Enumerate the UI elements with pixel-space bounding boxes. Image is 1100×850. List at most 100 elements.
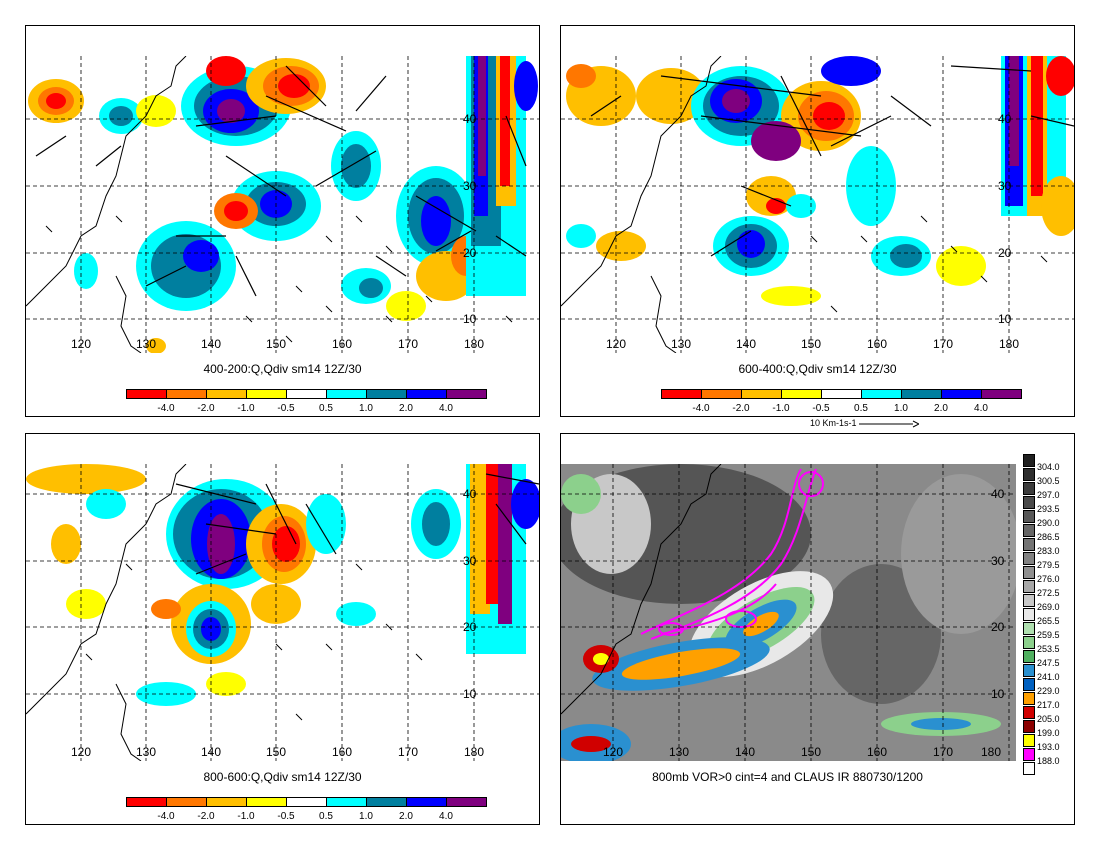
cloud-region [901, 474, 1016, 634]
colorbar-label: 4.0 [974, 403, 988, 414]
blob [422, 502, 450, 546]
ir-legend-swatch [1023, 664, 1035, 677]
blob [751, 121, 801, 161]
colorbar-swatch [206, 389, 247, 399]
colorbar-label: -2.0 [197, 811, 215, 822]
ir-legend-label: 300.5 [1037, 476, 1060, 486]
panel-caption: 600-400:Q,Qdiv sm14 12Z/30 [738, 362, 897, 376]
ir-legend-swatch [1023, 678, 1035, 691]
ir-legend-label: 199.0 [1037, 728, 1060, 738]
coastline [115, 275, 142, 353]
ir-legend-label: 217.0 [1037, 700, 1060, 710]
colorbar-swatch [781, 389, 822, 399]
ir-legend-label: 205.0 [1037, 714, 1060, 724]
ir-legend-swatch [1023, 636, 1035, 649]
lat-label-40: 40 [463, 487, 477, 501]
ir-legend-swatch [1023, 524, 1035, 537]
panel-caption: 800mb VOR>0 cint=4 and CLAUS IR 880730/1… [652, 770, 923, 784]
ir-legend-swatch [1023, 538, 1035, 551]
wind-vectors [590, 65, 1074, 257]
blob [636, 68, 706, 124]
blob [486, 464, 498, 604]
ir-legend-swatch [1023, 734, 1035, 747]
colorbar-swatch [446, 389, 487, 399]
colorbar-label: 1.0 [359, 403, 373, 414]
colorbar-swatch [981, 389, 1022, 399]
ir-legend-swatch [1023, 608, 1035, 621]
colorbar-label: -4.0 [692, 403, 710, 414]
lat-label-30: 30 [463, 554, 477, 568]
blob [109, 106, 133, 126]
blob [890, 244, 922, 268]
lon-label-150: 150 [801, 745, 821, 759]
ir-legend-label: 229.0 [1037, 686, 1060, 696]
colorbar-swatch [901, 389, 942, 399]
cloud-region [561, 474, 601, 514]
colorbar-label: -1.0 [237, 811, 255, 822]
lon-label-140: 140 [201, 337, 221, 351]
blob [26, 464, 146, 494]
lon-label-140: 140 [201, 745, 221, 759]
colorbar-swatch [661, 389, 702, 399]
blob [341, 144, 371, 188]
colorbar-label: 0.5 [319, 403, 333, 414]
lat-label-20: 20 [463, 246, 477, 260]
ir-legend-swatch [1023, 482, 1035, 495]
lon-label-170: 170 [398, 745, 418, 759]
panel-caption: 400-200:Q,Qdiv sm14 12Z/30 [203, 362, 362, 376]
colorbar-label: 0.5 [319, 811, 333, 822]
colorbar-label: -1.0 [772, 403, 790, 414]
lon-label-180: 180 [464, 745, 484, 759]
cloud-region [571, 736, 611, 752]
blob [498, 464, 512, 624]
ir-legend-swatch [1023, 748, 1035, 761]
coastline [26, 56, 187, 307]
cloud-region [593, 653, 609, 665]
ir-legend-swatch [1023, 566, 1035, 579]
blob [306, 494, 346, 554]
ir-legend-swatch [1023, 594, 1035, 607]
lat-label-40: 40 [991, 487, 1005, 501]
lon-label-130: 130 [671, 337, 691, 351]
colorbar-label: 4.0 [439, 403, 453, 414]
colorbar-swatch [821, 389, 862, 399]
lon-label-160: 160 [867, 337, 887, 351]
colorbar-label: 2.0 [399, 811, 413, 822]
ir-legend-swatch [1023, 580, 1035, 593]
colorbar-label: 0.5 [854, 403, 868, 414]
blob [566, 64, 596, 88]
lon-label-170: 170 [398, 337, 418, 351]
panel-vorticity-ir: 40 30 20 10 120 130 140 150 160 170 180 … [560, 433, 1075, 825]
colorbar-label: 1.0 [359, 811, 373, 822]
ir-legend-label: 279.5 [1037, 560, 1060, 570]
colorbar-label: 2.0 [934, 403, 948, 414]
colorbar-swatch [246, 389, 287, 399]
blob [183, 240, 219, 272]
colorbar-label: -0.5 [812, 403, 830, 414]
blob [359, 278, 383, 298]
colorbar-label: -2.0 [732, 403, 750, 414]
blob [151, 599, 181, 619]
blob [336, 602, 376, 626]
qdiv-colorbar: -4.0 -2.0 -1.0 -0.5 0.5 1.0 2.0 4.0 [126, 797, 489, 825]
blob [278, 74, 310, 98]
blob [51, 524, 81, 564]
lat-label-10: 10 [463, 312, 477, 326]
colorbar-swatch [286, 797, 327, 807]
small-vectors [85, 563, 423, 721]
blob [1041, 176, 1074, 236]
cloud-region [621, 648, 741, 680]
lon-label-120: 120 [71, 337, 91, 351]
ir-legend-swatch [1023, 762, 1035, 775]
blob [86, 489, 126, 519]
ir-legend-label: 247.5 [1037, 658, 1060, 668]
blob [386, 291, 426, 321]
ir-map: 40 30 20 10 120 130 140 150 160 170 180 [561, 464, 1016, 761]
colorbar-swatch [326, 797, 367, 807]
lat-label-10: 10 [463, 687, 477, 701]
colorbar-swatch [206, 797, 247, 807]
coastline [561, 56, 722, 307]
ir-legend-label: 304.0 [1037, 462, 1060, 472]
lat-label-20: 20 [463, 620, 477, 634]
ir-legend-swatch [1023, 468, 1035, 481]
